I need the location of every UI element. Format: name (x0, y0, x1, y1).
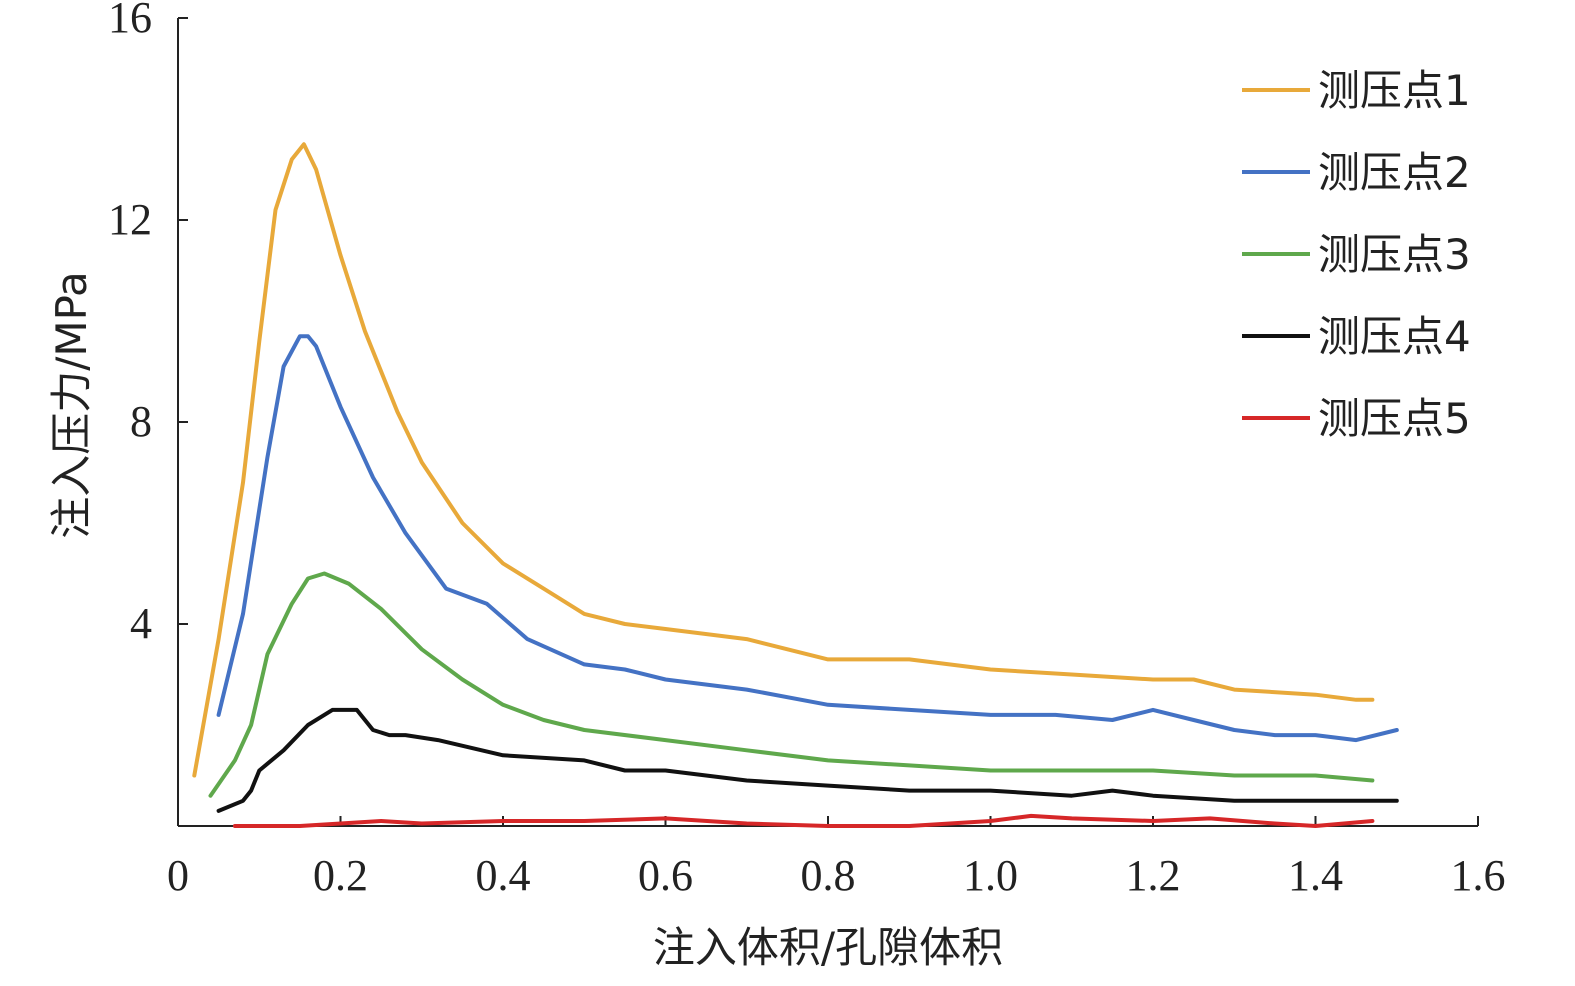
x-tick-label: 1.4 (1288, 851, 1343, 900)
y-axis-title: 注入压力/MPa (47, 271, 96, 539)
x-tick-label: 1.2 (1126, 851, 1181, 900)
axes: 0 0.2 0.4 0.6 0.8 1.0 1.2 1.4 1.6 4 8 12 16 (108, 0, 1506, 900)
legend: 测压点1 测压点2 测压点3 测压点4 测压点5 (1242, 66, 1471, 443)
y-tick-label: 12 (108, 195, 152, 244)
x-tick-label: 0.2 (313, 851, 368, 900)
series-line-1 (192, 142, 1375, 778)
series-line-3 (208, 571, 1375, 798)
legend-label-2: 测压点2 (1318, 148, 1471, 197)
x-tick-label: 0.6 (638, 851, 693, 900)
series-line-2 (216, 334, 1399, 743)
legend-label-1: 测压点1 (1318, 66, 1471, 115)
legend-label-4: 测压点4 (1318, 312, 1471, 361)
x-tick-label: 0 (167, 851, 189, 900)
y-tick-label: 16 (108, 0, 152, 42)
series-lines (192, 142, 1399, 828)
x-tick-label: 1.0 (963, 851, 1018, 900)
x-tick-label: 0.4 (476, 851, 531, 900)
y-tick-label: 8 (130, 397, 152, 446)
x-tick-label: 0.8 (801, 851, 856, 900)
series-line-5 (232, 813, 1375, 828)
x-axis-title: 注入体积/孔隙体积 (653, 923, 1003, 972)
x-tick-label: 1.6 (1451, 851, 1506, 900)
legend-label-5: 测压点5 (1318, 394, 1471, 443)
series-line-4 (216, 707, 1399, 813)
y-tick-label: 4 (130, 599, 152, 648)
legend-label-3: 测压点3 (1318, 230, 1471, 279)
